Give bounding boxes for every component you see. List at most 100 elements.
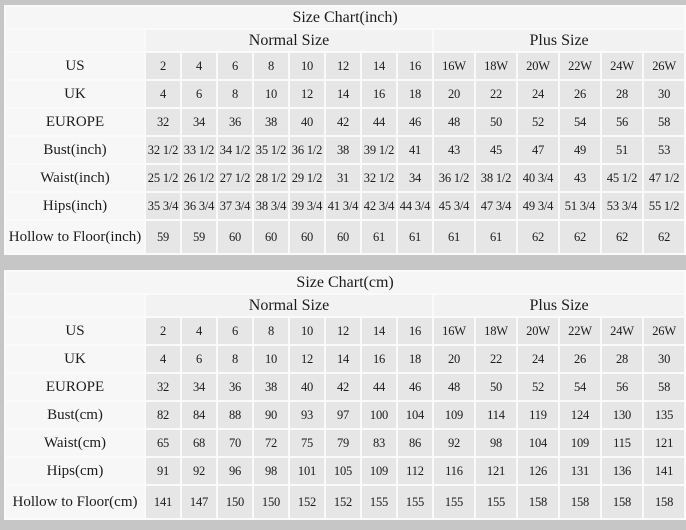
size-value-cell: 86 — [398, 430, 432, 456]
size-value-cell: 43 — [434, 137, 474, 163]
size-value-cell: 54 — [560, 374, 600, 400]
size-value-cell: 155 — [476, 486, 516, 518]
size-value-cell: 16 — [398, 318, 432, 344]
size-value-cell: 98 — [254, 458, 288, 484]
size-value-cell: 50 — [476, 374, 516, 400]
size-value-cell: 6 — [182, 81, 216, 107]
size-value-cell: 44 3/4 — [398, 193, 432, 219]
size-value-cell: 10 — [254, 346, 288, 372]
size-value-cell: 41 3/4 — [326, 193, 360, 219]
size-value-cell: 27 1/2 — [218, 165, 252, 191]
size-value-cell: 92 — [434, 430, 474, 456]
table-row: UK 4 6 8 10 12 14 16 18 20 22 24 26 28 30 — [6, 346, 685, 372]
size-value-cell: 46 — [398, 374, 432, 400]
size-value-cell: 32 — [146, 374, 180, 400]
size-value-cell: 8 — [218, 346, 252, 372]
size-value-cell: 115 — [602, 430, 642, 456]
size-value-cell: 8 — [254, 53, 288, 79]
size-value-cell: 38 — [254, 109, 288, 135]
chart-title: Size Chart(cm) — [6, 272, 685, 293]
size-value-cell: 109 — [434, 402, 474, 428]
size-value-cell: 2 — [146, 53, 180, 79]
size-value-cell: 53 — [644, 137, 685, 163]
size-value-cell: 49 3/4 — [518, 193, 558, 219]
size-value-cell: 158 — [602, 486, 642, 518]
size-value-cell: 109 — [362, 458, 396, 484]
row-label: US — [6, 318, 144, 344]
size-value-cell: 84 — [182, 402, 216, 428]
table-row: Hips(inch) 35 3/4 36 3/4 37 3/4 38 3/4 39 3/4… — [6, 193, 685, 219]
size-value-cell: 126 — [518, 458, 558, 484]
size-value-cell: 32 1/2 — [146, 137, 180, 163]
size-value-cell: 22 — [476, 346, 516, 372]
size-value-cell: 34 — [182, 109, 216, 135]
size-value-cell: 39 3/4 — [290, 193, 324, 219]
size-value-cell: 8 — [254, 318, 288, 344]
size-value-cell: 26W — [644, 318, 685, 344]
size-value-cell: 35 3/4 — [146, 193, 180, 219]
plus-size-header: Plus Size — [434, 295, 685, 316]
row-label: UK — [6, 81, 144, 107]
size-value-cell: 104 — [518, 430, 558, 456]
size-value-cell: 152 — [290, 486, 324, 518]
size-value-cell: 34 — [182, 374, 216, 400]
size-value-cell: 72 — [254, 430, 288, 456]
size-chart-cm-section: Size Chart(cm) Normal Size Plus Size US 2 4 6 8… — [4, 270, 686, 520]
size-value-cell: 10 — [290, 318, 324, 344]
size-value-cell: 38 1/2 — [476, 165, 516, 191]
size-value-cell: 4 — [146, 81, 180, 107]
size-value-cell: 40 — [290, 374, 324, 400]
size-value-cell: 61 — [398, 221, 432, 253]
size-value-cell: 24 — [518, 81, 558, 107]
size-value-cell: 33 1/2 — [182, 137, 216, 163]
size-value-cell: 62 — [560, 221, 600, 253]
size-value-cell: 24W — [602, 318, 642, 344]
size-value-cell: 45 — [476, 137, 516, 163]
size-value-cell: 60 — [254, 221, 288, 253]
size-value-cell: 116 — [434, 458, 474, 484]
size-value-cell: 4 — [182, 318, 216, 344]
size-value-cell: 36 — [218, 109, 252, 135]
size-value-cell: 24W — [602, 53, 642, 79]
size-value-cell: 135 — [644, 402, 685, 428]
size-value-cell: 30 — [644, 346, 685, 372]
size-value-cell: 62 — [518, 221, 558, 253]
size-value-cell: 6 — [218, 53, 252, 79]
size-value-cell: 10 — [290, 53, 324, 79]
row-label: Hips(inch) — [6, 193, 144, 219]
size-value-cell: 26W — [644, 53, 685, 79]
size-chart-inch-section: Size Chart(inch) Normal Size Plus Size US 2 4… — [4, 5, 686, 255]
size-value-cell: 16 — [362, 346, 396, 372]
size-value-cell: 114 — [476, 402, 516, 428]
size-value-cell: 62 — [602, 221, 642, 253]
size-value-cell: 104 — [398, 402, 432, 428]
size-value-cell: 101 — [290, 458, 324, 484]
size-chart-table: Size Chart(inch) Normal Size Plus Size US 2 4… — [4, 5, 686, 255]
size-value-cell: 109 — [560, 430, 600, 456]
size-value-cell: 93 — [290, 402, 324, 428]
size-value-cell: 55 1/2 — [644, 193, 685, 219]
size-value-cell: 150 — [218, 486, 252, 518]
size-value-cell: 2 — [146, 318, 180, 344]
size-value-cell: 158 — [560, 486, 600, 518]
size-value-cell: 18 — [398, 81, 432, 107]
size-value-cell: 44 — [362, 109, 396, 135]
size-value-cell: 18 — [398, 346, 432, 372]
table-row: Waist(inch) 25 1/2 26 1/2 27 1/2 28 1/2 29 1/… — [6, 165, 685, 191]
size-value-cell: 158 — [518, 486, 558, 518]
size-value-cell: 26 — [560, 81, 600, 107]
size-value-cell: 28 1/2 — [254, 165, 288, 191]
size-value-cell: 16W — [434, 53, 474, 79]
size-value-cell: 152 — [326, 486, 360, 518]
size-value-cell: 48 — [434, 374, 474, 400]
size-value-cell: 18W — [476, 53, 516, 79]
row-label: Bust(inch) — [6, 137, 144, 163]
corner-blank-cell — [6, 30, 144, 51]
size-value-cell: 31 — [326, 165, 360, 191]
size-value-cell: 47 3/4 — [476, 193, 516, 219]
size-value-cell: 70 — [218, 430, 252, 456]
size-value-cell: 8 — [218, 81, 252, 107]
size-value-cell: 39 1/2 — [362, 137, 396, 163]
size-value-cell: 46 — [398, 109, 432, 135]
size-value-cell: 16 — [398, 53, 432, 79]
